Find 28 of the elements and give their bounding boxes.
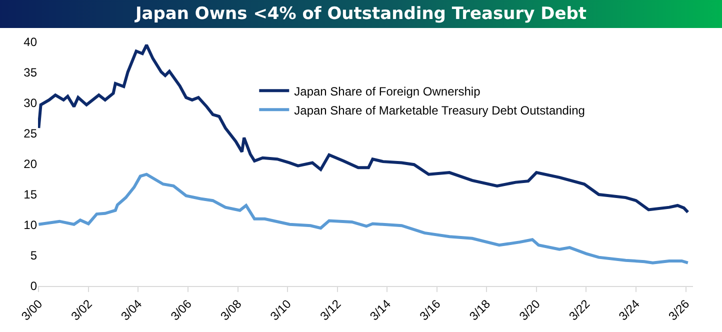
x-tick-label: 3/04 (118, 296, 145, 324)
line-series (38, 44, 690, 214)
x-tick-label: 3/14 (367, 296, 394, 324)
x-tick-label: 3/18 (466, 296, 494, 324)
x-tick-label: 3/06 (168, 296, 195, 324)
y-tick-label: 35 (24, 66, 38, 80)
x-tick-label: 3/16 (416, 296, 444, 324)
chart-title: Japan Owns <4% of Outstanding Treasury Debt (135, 4, 587, 24)
y-tick-label: 10 (24, 218, 38, 232)
y-tick-label: 0 (30, 279, 38, 294)
legend-label: Japan Share of Marketable Treasury Debt Outstanding (294, 103, 585, 118)
x-tick-label: 3/22 (566, 296, 593, 324)
y-tick-label: 5 (30, 248, 38, 263)
y-tick-label: 20 (24, 157, 38, 172)
x-tick-label: 3/02 (68, 296, 96, 324)
y-tick-label: 30 (24, 96, 38, 110)
y-tick-label: 25 (24, 126, 38, 141)
x-tick-label: 3/12 (317, 296, 344, 324)
x-tick-label: 3/24 (616, 296, 643, 324)
x-tick-label: 3/20 (516, 296, 544, 324)
line-series (38, 172, 690, 264)
y-tick-label: 40 (24, 35, 38, 50)
y-tick-label: 15 (24, 188, 38, 202)
x-tick-label: 3/26 (666, 296, 692, 324)
legend-label: Japan Share of Foreign Ownership (294, 84, 481, 98)
x-tick-label: 3/08 (218, 296, 244, 324)
x-tick-label: 3/00 (18, 296, 46, 324)
x-tick-label: 3/10 (267, 296, 294, 324)
